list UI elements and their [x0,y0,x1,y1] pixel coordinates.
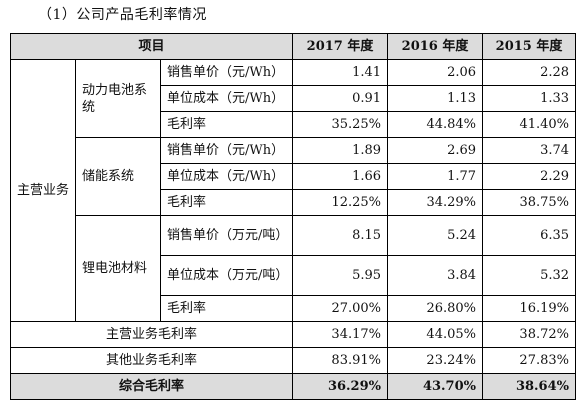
value-2017: 5.95 [292,255,389,296]
value-2017: 0.91 [292,85,389,112]
summary-row: 主营业务毛利率 34.17% 44.05% 38.72% [10,321,576,348]
summary-table: 主营业务毛利率 34.17% 44.05% 38.72% 其他业务毛利率 83.… [10,321,576,400]
value-2015: 2.29 [482,163,577,190]
value-2015: 1.33 [482,85,577,112]
value-2015: 2.28 [482,59,577,86]
summary-label: 其他业务毛利率 [10,347,293,374]
value-2016: 1.77 [387,163,484,190]
value-2016: 26.80% [387,295,484,322]
table-row: 锂电池材料 销售单价（万元/吨） 8.15 5.24 6.35 [11,215,577,322]
value-2017: 35.25% [292,111,389,138]
header-2017: 2017 年度 [292,33,389,60]
value-2017: 8.15 [292,215,389,256]
value-2016: 2.69 [387,137,484,164]
total-label: 综合毛利率 [10,373,293,400]
value-2016: 23.24% [387,347,483,374]
summary-row: 其他业务毛利率 83.91% 23.24% 27.83% [10,347,576,374]
main-business-label: 主营业务 [10,59,76,322]
value-2017: 1.66 [292,163,389,190]
header-2015: 2015 年度 [482,33,577,60]
total-2015: 38.64% [482,373,576,400]
row-label: 销售单价（元/Wh） [159,59,294,86]
row-label: 单位成本（万元/吨） [159,255,294,296]
value-2017: 12.25% [292,189,389,216]
table-row: 毛利率 27.00% 26.80% 16.19% [11,295,577,322]
table-row: 毛利率 12.25% 34.29% 38.75% [11,189,577,216]
group-name: 锂电池材料 [75,215,161,322]
row-label: 毛利率 [159,189,294,216]
value-2016: 1.13 [387,85,484,112]
total-2017: 36.29% [292,373,388,400]
row-label: 毛利率 [159,295,294,322]
value-2016: 44.84% [387,111,484,138]
row-label: 单位成本（元/Wh） [159,85,294,112]
value-2016: 44.05% [387,321,483,348]
row-label: 单位成本（元/Wh） [159,163,294,190]
value-2015: 41.40% [482,111,577,138]
table-row: 毛利率 35.25% 44.84% 41.40% [11,111,577,138]
table-row: 单位成本（万元/吨） 5.95 3.84 5.32 [11,255,577,296]
value-2015: 38.75% [482,189,577,216]
value-2015: 5.32 [482,255,577,296]
total-row: 综合毛利率 36.29% 43.70% 38.64% [10,373,576,400]
table-row: 单位成本（元/Wh） 1.66 1.77 2.29 [11,163,577,190]
value-2016: 34.29% [387,189,484,216]
value-2016: 3.84 [387,255,484,296]
table-row: 主营业务 动力电池系统 销售单价（元/Wh） 1.41 2.06 2.28 [10,59,577,322]
group-name: 储能系统 [75,137,161,216]
table-row: 单位成本（元/Wh） 0.91 1.13 1.33 [11,85,577,112]
value-2015: 6.35 [482,215,577,256]
row-label: 毛利率 [159,111,294,138]
header-2016: 2016 年度 [387,33,484,60]
value-2015: 3.74 [482,137,577,164]
row-label: 销售单价（元/Wh） [159,137,294,164]
summary-label: 主营业务毛利率 [10,321,293,348]
row-label: 销售单价（万元/吨） [159,215,294,256]
value-2015: 27.83% [482,347,576,374]
header-item: 项目 [9,33,294,60]
table-row: 储能系统 销售单价（元/Wh） 1.89 2.69 3.74 [11,137,577,216]
section-heading: （1）公司产品毛利率情况 [38,7,207,23]
group-name: 动力电池系统 [75,59,161,138]
value-2016: 5.24 [387,215,484,256]
value-2015: 16.19% [482,295,577,322]
gross-margin-table: 项目 2017 年度 2016 年度 2015 年度 主营业务 动力电池系统 销… [9,33,577,322]
value-2017: 27.00% [292,295,389,322]
value-2015: 38.72% [482,321,576,348]
value-2017: 34.17% [292,321,388,348]
value-2017: 1.41 [292,59,389,86]
value-2017: 1.89 [292,137,389,164]
table-header-row: 项目 2017 年度 2016 年度 2015 年度 [9,33,577,60]
value-2016: 2.06 [387,59,484,86]
value-2017: 83.91% [292,347,388,374]
total-2016: 43.70% [387,373,483,400]
